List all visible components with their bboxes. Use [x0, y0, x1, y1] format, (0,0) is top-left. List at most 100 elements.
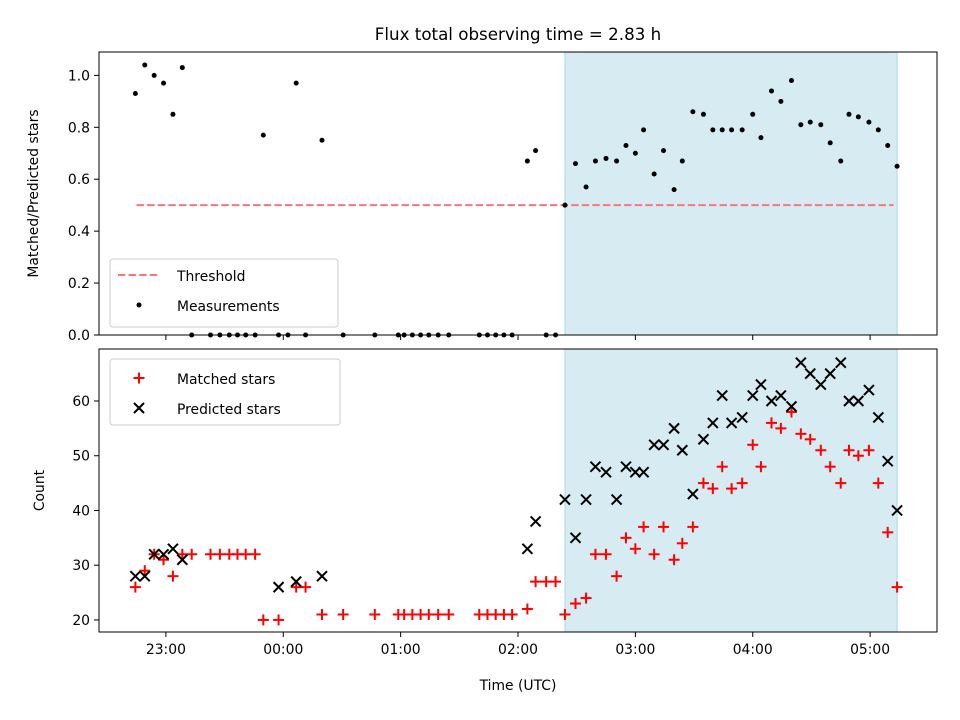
predicted-stars-point	[676, 444, 689, 456]
legend-predicted-label: Predicted stars	[177, 402, 281, 418]
bottom-panel-x-ticks: 23:00 00:00 01:00 02:00 03:00 04:00 05:00	[146, 632, 890, 658]
y-tick-label: 30	[72, 558, 90, 574]
measurements-point	[562, 202, 568, 208]
predicted-stars-point	[707, 417, 719, 429]
legend-threshold-label: Threshold	[176, 269, 245, 285]
matched-stars-point	[872, 477, 884, 489]
measurements-point	[573, 161, 579, 167]
x-axis-label: Time (UTC)	[479, 678, 557, 694]
measurements-point	[846, 111, 852, 117]
predicted-stars-point	[629, 466, 642, 478]
matched-stars-point	[176, 548, 188, 560]
predicted-stars-point	[765, 395, 778, 407]
predicted-stars-point	[637, 466, 650, 478]
predicted-stars-point	[835, 356, 847, 369]
measurements-point	[319, 137, 325, 143]
matched-stars-point	[129, 581, 141, 593]
measurements-point	[524, 158, 530, 164]
top-panel-highlight-band	[564, 51, 898, 336]
bottom-panel-frame	[98, 348, 938, 633]
matched-stars-point	[204, 548, 216, 560]
y-tick-label: 20	[72, 613, 90, 629]
legend-matched-swatch	[133, 372, 145, 384]
matched-stars-point	[815, 444, 827, 456]
y-tick-label: 60	[72, 394, 90, 410]
matched-stars-point	[337, 608, 349, 620]
measurements-point	[855, 114, 861, 120]
measurements-point	[151, 72, 157, 78]
legend-measurements-swatch	[136, 302, 142, 308]
matched-stars-point	[432, 608, 444, 620]
predicted-stars-point	[139, 570, 151, 582]
y-tick-label: 1.0	[68, 68, 90, 84]
measurements-point	[807, 119, 813, 125]
measurements-point	[661, 148, 667, 154]
measurements-point	[623, 142, 629, 148]
predicted-stars-point	[795, 356, 807, 369]
measurements-point	[179, 65, 185, 71]
predicted-stars-point	[657, 439, 670, 451]
predicted-stars-point	[129, 570, 142, 582]
matched-stars-point	[687, 521, 699, 533]
matched-stars-point	[785, 406, 797, 418]
matched-stars-point	[648, 548, 660, 560]
measurements-point	[132, 91, 138, 97]
matched-stars-point	[249, 548, 261, 560]
predicted-stars-point	[529, 515, 542, 528]
measurements-point	[875, 127, 881, 133]
predicted-stars-point	[668, 422, 680, 435]
measurements-point	[583, 184, 589, 190]
x-tick-label: 00:00	[263, 642, 303, 658]
x-tick-label: 05:00	[850, 642, 890, 658]
predicted-stars-point	[755, 378, 767, 391]
measurements-point	[260, 132, 266, 138]
predicted-stars-point	[872, 411, 885, 424]
matched-stars-point	[755, 461, 767, 473]
y-tick-label: 0.0	[68, 328, 90, 344]
x-tick-label: 02:00	[498, 642, 538, 658]
predicted-stars-point	[687, 488, 699, 500]
predicted-stars-point	[600, 466, 612, 478]
matched-stars-point	[620, 532, 632, 544]
measurements-point	[818, 122, 824, 128]
predicted-stars-point	[648, 439, 660, 451]
top-panel-x-ticks	[165, 335, 871, 340]
matched-stars-point	[795, 428, 807, 440]
predicted-stars-point	[620, 460, 632, 473]
predicted-stars-point	[559, 493, 571, 506]
matched-stars-point	[658, 521, 670, 533]
legend-predicted-swatch	[133, 402, 145, 414]
matched-stars-point	[600, 548, 612, 560]
measurements-point	[778, 98, 784, 104]
measurements-point	[161, 80, 167, 86]
matched-stars-point	[521, 603, 533, 615]
bottom-panel-marks	[129, 356, 903, 626]
measurements-point	[690, 109, 696, 115]
matched-stars-point	[843, 444, 855, 456]
measurements-point	[614, 158, 620, 164]
measurements-point	[788, 78, 794, 84]
matched-stars-point	[804, 433, 816, 445]
bottom-panel: 20 30 40 50 60 23:00 00:00 01:00 02:00 03:00 04:0…	[32, 348, 938, 694]
predicted-stars-point	[148, 548, 160, 560]
predicted-stars-point	[569, 532, 582, 544]
matched-stars-point	[747, 439, 759, 451]
matched-stars-point	[882, 526, 894, 538]
legend-matched-label: Matched stars	[177, 372, 275, 388]
chart-title: Flux total observing time = 2.83 h	[375, 24, 661, 44]
matched-stars-point	[540, 576, 552, 588]
predicted-stars-point	[843, 395, 855, 407]
y-tick-label: 50	[72, 449, 90, 465]
matched-stars-point	[186, 548, 198, 560]
matched-stars-point	[139, 565, 151, 577]
y-tick-label: 0.2	[68, 276, 90, 292]
top-panel-frame	[98, 51, 938, 336]
predicted-stars-point	[815, 378, 827, 391]
matched-stars-point	[316, 608, 328, 620]
measurements-point	[679, 158, 685, 164]
measurements-point	[710, 127, 716, 133]
matched-stars-point	[852, 450, 864, 462]
matched-stars-point	[676, 537, 688, 549]
matched-stars-point	[369, 608, 381, 620]
